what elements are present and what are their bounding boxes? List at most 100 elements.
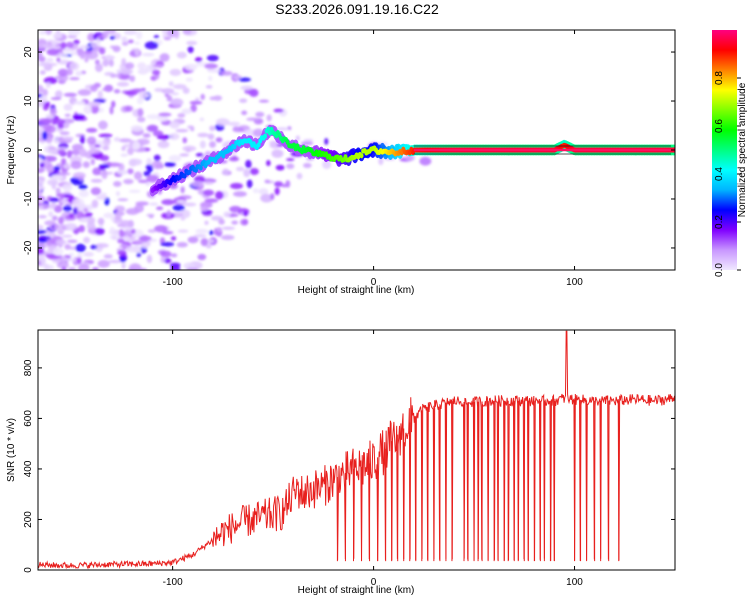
noise-blob <box>83 105 93 114</box>
noise-blob <box>238 77 251 82</box>
noise-blob <box>101 170 108 180</box>
noise-blob <box>181 108 193 115</box>
noise-blob <box>260 193 273 203</box>
x-tick-label: 100 <box>566 277 583 288</box>
x-tick-label: -100 <box>163 577 183 588</box>
noise-blob <box>72 101 84 105</box>
noise-blob <box>56 147 68 151</box>
noise-blob <box>170 236 177 241</box>
noise-blob <box>200 205 209 212</box>
y-tick-label: 0 <box>23 147 34 153</box>
noise-blob <box>51 175 64 180</box>
noise-blob <box>44 264 55 270</box>
noise-blob <box>185 267 199 270</box>
noise-blob <box>166 95 173 102</box>
noise-blob <box>151 160 163 170</box>
noise-blob <box>46 57 54 63</box>
noise-blob <box>170 253 178 258</box>
snr-y-label: SNR (10 * v/v) <box>6 418 17 482</box>
noise-blob <box>78 45 91 50</box>
noise-blob <box>220 234 235 241</box>
colorbar-tick-label: 0.0 <box>714 263 725 277</box>
noise-blob <box>92 267 99 270</box>
noise-blob <box>55 187 61 195</box>
noise-blob <box>84 57 89 63</box>
noise-blob <box>137 179 149 184</box>
noise-blob <box>106 30 116 35</box>
noise-blob <box>146 213 155 217</box>
noise-blob <box>138 90 148 100</box>
noise-blob <box>121 145 126 152</box>
noise-blob <box>180 186 185 194</box>
noise-blob <box>86 127 98 133</box>
noise-blob <box>213 95 223 101</box>
noise-blob <box>62 136 74 141</box>
snr-x-label: Height of straight line (km) <box>298 585 415 596</box>
noise-blob <box>98 133 113 138</box>
noise-blob <box>132 141 141 150</box>
noise-blob <box>79 148 87 158</box>
noise-blob <box>182 87 190 94</box>
noise-blob <box>95 243 109 248</box>
noise-blob <box>270 193 275 200</box>
noise-blob <box>90 187 102 196</box>
noise-blob <box>197 253 207 261</box>
noise-blob <box>57 68 69 77</box>
noise-blob <box>64 258 77 262</box>
noise-blob <box>189 100 203 105</box>
noise-blob <box>126 106 131 112</box>
noise-blob <box>240 218 249 226</box>
noise-blob <box>101 30 109 39</box>
ridge-core <box>232 144 237 150</box>
noise-blob <box>78 225 85 233</box>
noise-blob <box>129 263 142 270</box>
colorbar-label: Normalized spectral amplitude <box>737 82 748 217</box>
noise-blob <box>119 228 124 238</box>
noise-blob <box>64 222 78 231</box>
noise-blob <box>83 207 89 213</box>
noise-blob <box>80 54 92 58</box>
noise-blob <box>113 89 121 94</box>
noise-blob <box>38 247 45 255</box>
noise-blob <box>38 157 43 164</box>
noise-blob <box>84 50 93 54</box>
noise-blob <box>176 200 186 204</box>
noise-blob <box>49 108 57 116</box>
noise-blob <box>160 250 172 258</box>
noise-blob <box>172 83 187 90</box>
noise-blob <box>258 99 270 103</box>
noise-blob <box>239 98 248 103</box>
noise-blob <box>47 254 59 260</box>
ridge-core <box>256 142 261 148</box>
noise-blob <box>228 156 240 162</box>
noise-blob <box>70 51 79 56</box>
noise-blob <box>116 81 130 87</box>
noise-blob <box>302 162 312 169</box>
noise-blob <box>91 199 99 208</box>
noise-blob <box>223 211 231 218</box>
noise-blob <box>61 266 67 270</box>
noise-blob <box>123 144 131 148</box>
noise-blob <box>137 68 149 75</box>
noise-blob <box>46 238 60 248</box>
noise-blob <box>40 258 46 266</box>
noise-blob <box>180 216 186 221</box>
noise-blob <box>78 189 90 198</box>
noise-blob <box>172 204 185 212</box>
noise-blob <box>90 42 98 48</box>
noise-blob <box>158 112 172 117</box>
noise-blob <box>90 244 98 250</box>
ridge-core <box>263 133 268 139</box>
noise-blob <box>45 135 53 144</box>
noise-blob <box>46 48 59 56</box>
noise-blob <box>405 154 415 162</box>
noise-blob <box>157 134 170 140</box>
noise-blob <box>63 92 78 97</box>
noise-blob <box>153 154 161 162</box>
noise-blob <box>72 207 78 215</box>
noise-blob <box>245 159 252 169</box>
noise-blob <box>42 131 48 141</box>
noise-blob <box>169 68 182 76</box>
noise-blob <box>103 254 113 259</box>
noise-blob <box>95 63 103 73</box>
